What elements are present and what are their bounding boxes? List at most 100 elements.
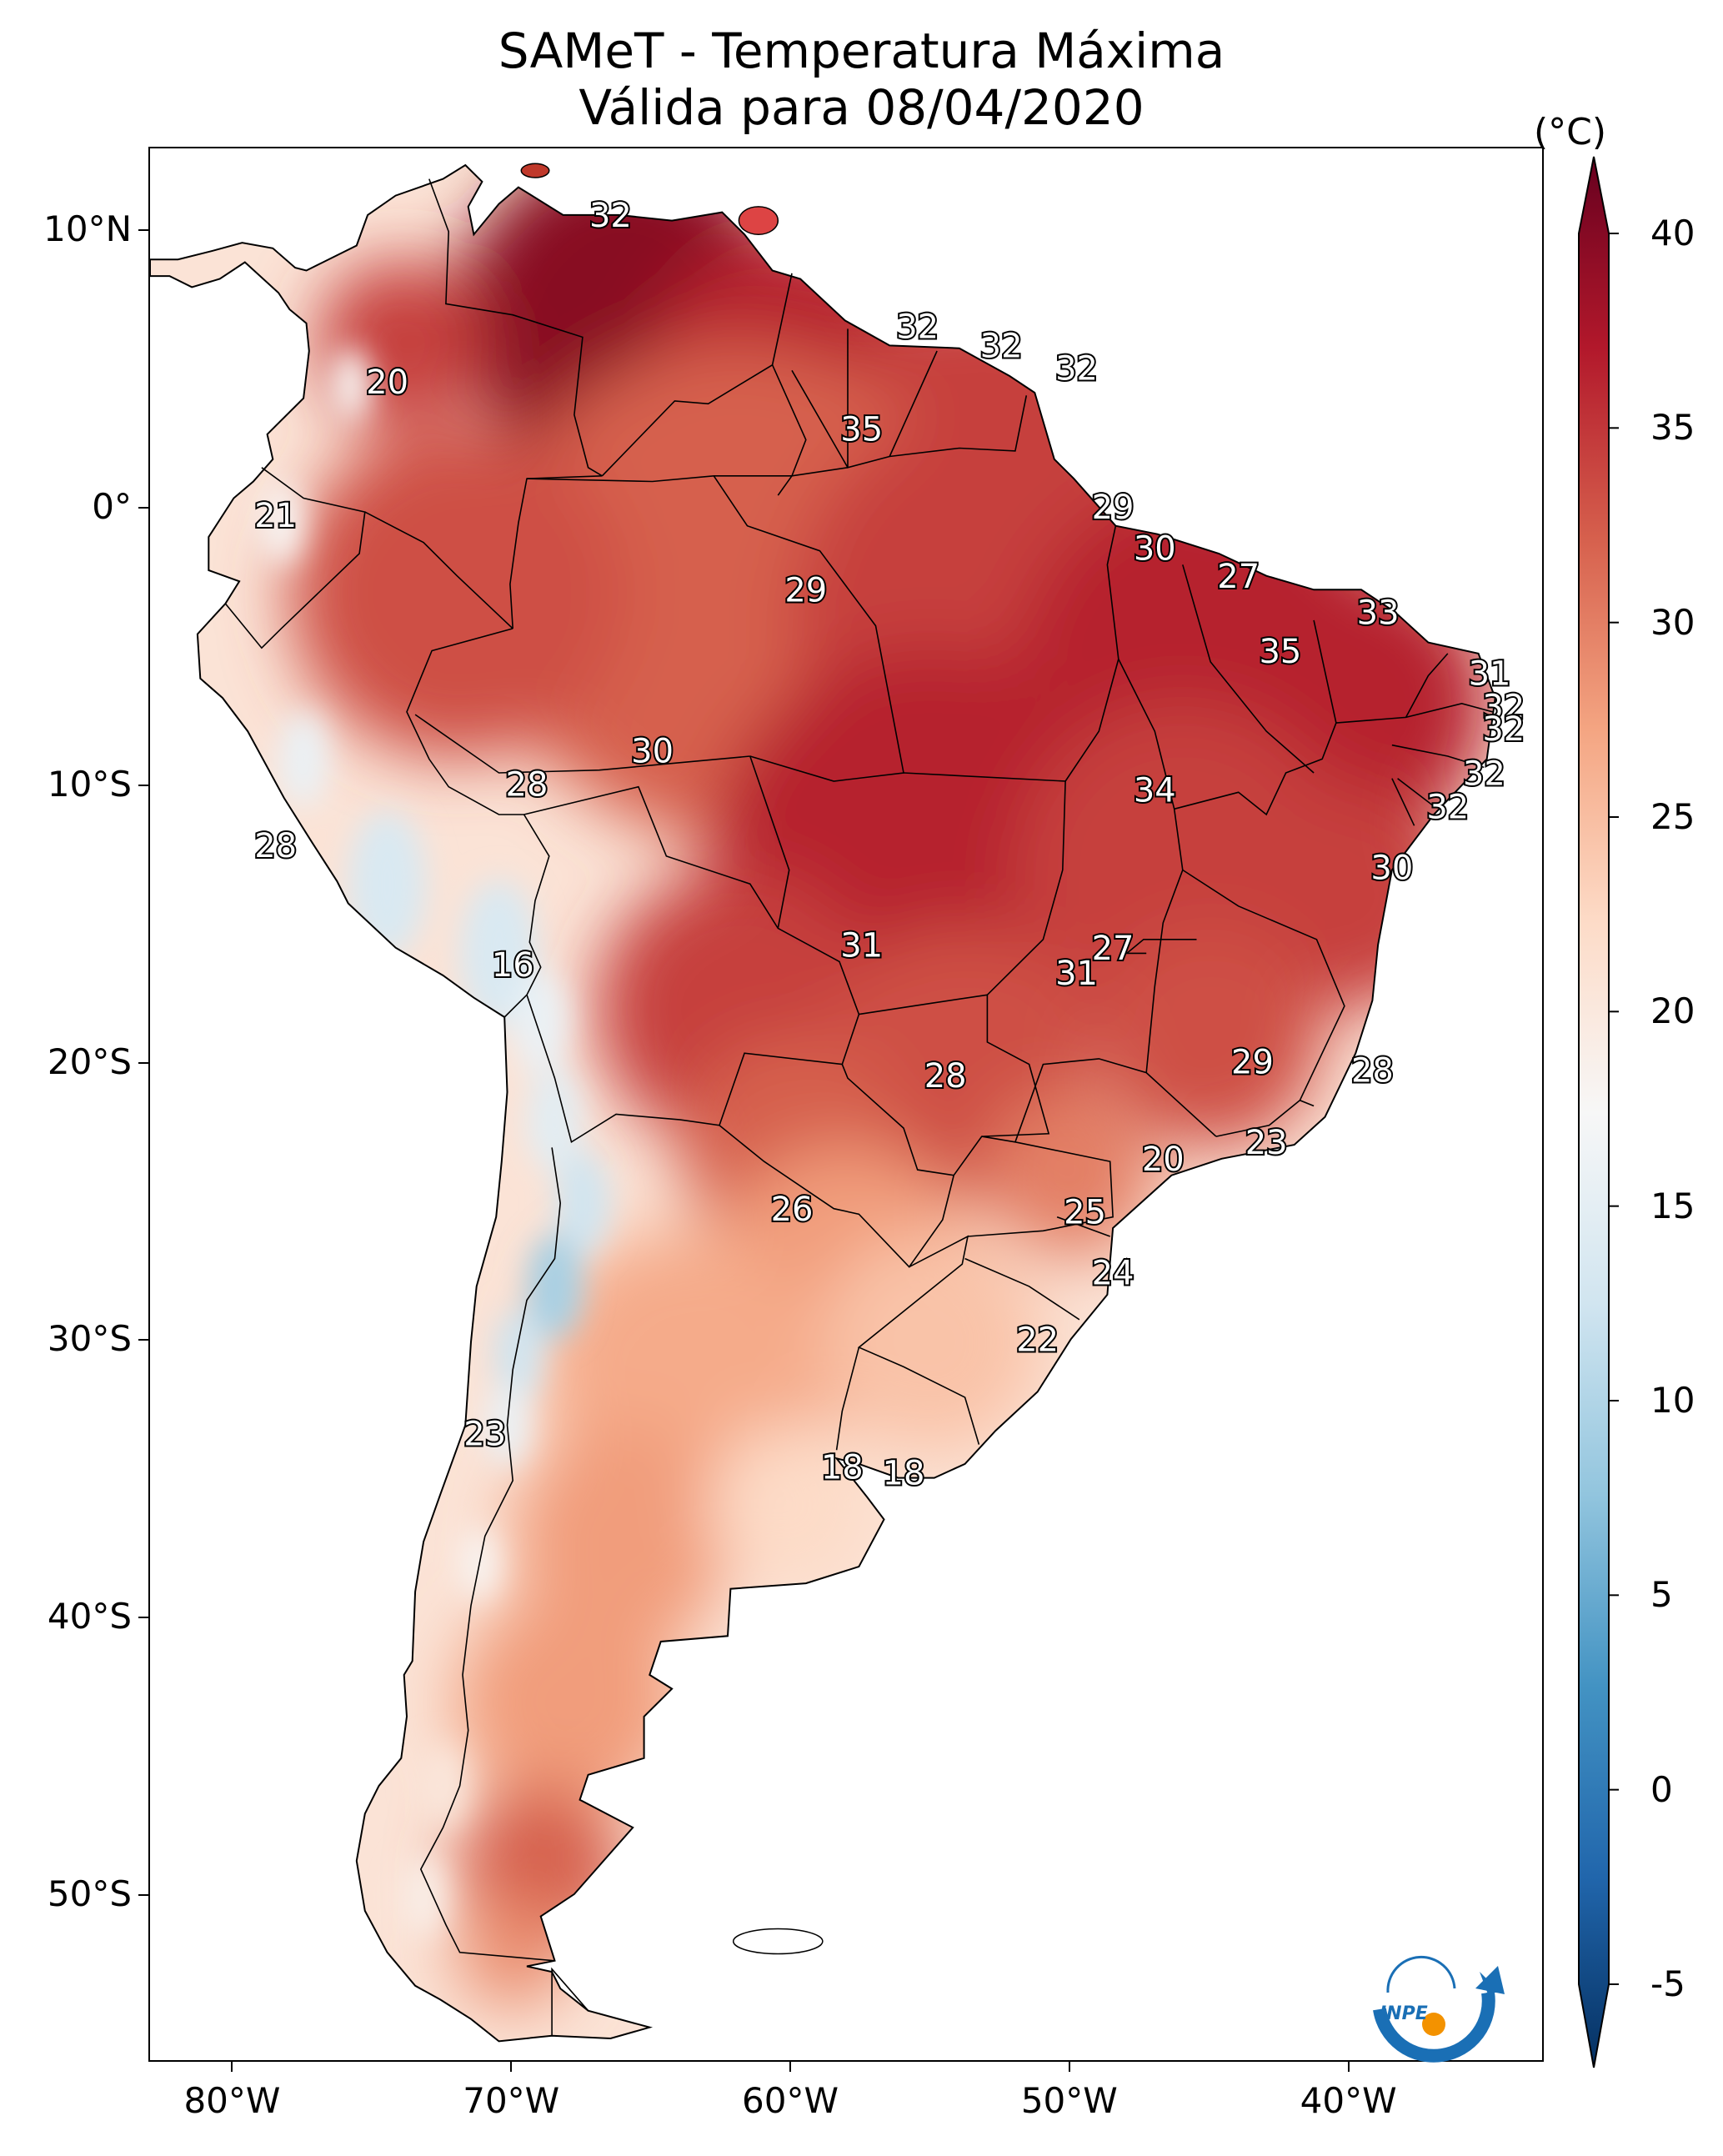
latitude-tick-label: 10°S bbox=[47, 763, 132, 805]
colorbar-tick-label: 35 bbox=[1650, 407, 1695, 449]
colorbar-unit: (°C) bbox=[1534, 111, 1607, 153]
island bbox=[520, 163, 550, 178]
longitude-tick-mark bbox=[789, 2062, 792, 2072]
temperature-label: 30 bbox=[631, 733, 674, 771]
map-frame: 32 32 32 32 35 20 21 29 30 29 27 33 35 31 32 32 32 32 34 30… bbox=[148, 147, 1544, 2062]
country-border bbox=[859, 994, 988, 1015]
latitude-tick-label: 10°N bbox=[43, 208, 132, 249]
temperature-label: 18 bbox=[821, 1449, 864, 1487]
country-border bbox=[791, 369, 1028, 469]
inpe-logo: INPE bbox=[1373, 1956, 1505, 2063]
country-border bbox=[749, 755, 790, 929]
latitude-tick-label: 30°S bbox=[47, 1318, 132, 1360]
temperature-label: 31 bbox=[840, 927, 883, 965]
country-border bbox=[771, 364, 807, 496]
temperature-label: 18 bbox=[883, 1454, 925, 1492]
country-border bbox=[903, 772, 1066, 1176]
country-border bbox=[1405, 702, 1493, 719]
colorbar-tick-label: 30 bbox=[1650, 601, 1695, 643]
temperature-label: 28 bbox=[506, 766, 548, 805]
map-title-line2: Válida para 08/04/2020 bbox=[579, 79, 1144, 136]
colorbar-tick-label: 0 bbox=[1650, 1768, 1673, 1810]
country-border bbox=[835, 1346, 860, 1451]
country-border bbox=[414, 714, 750, 774]
temperature-label: 31 bbox=[1055, 955, 1098, 993]
map-title-line1: SAMeT - Temperatura Máxima bbox=[498, 23, 1225, 79]
colorbar-tick-label: 20 bbox=[1650, 990, 1695, 1032]
country-border bbox=[889, 350, 938, 457]
country-border bbox=[1182, 869, 1345, 1107]
country-border bbox=[1215, 1100, 1300, 1137]
latitude-tick-label: 50°S bbox=[47, 1873, 132, 1915]
temperature-label: 26 bbox=[771, 1191, 814, 1229]
temperature-label: 20 bbox=[1142, 1141, 1185, 1179]
temperature-label: 32 bbox=[1482, 710, 1525, 749]
country-border bbox=[1064, 659, 1119, 782]
latitude-tick-label: 40°S bbox=[47, 1596, 132, 1637]
temperature-label: 27 bbox=[1092, 930, 1134, 968]
longitude-tick-label: 70°W bbox=[463, 2080, 560, 2121]
country-border bbox=[526, 995, 843, 1144]
colorbar bbox=[1578, 156, 1619, 2068]
country-border bbox=[1056, 1216, 1110, 1237]
latitude-tick-label: 0° bbox=[92, 485, 132, 527]
country-border bbox=[1182, 564, 1315, 774]
longitude-tick-label: 80°W bbox=[183, 2080, 281, 2121]
island bbox=[738, 206, 779, 235]
country-border bbox=[428, 178, 603, 477]
country-border bbox=[523, 785, 860, 1065]
temperature-label: 34 bbox=[1134, 771, 1176, 810]
country-border bbox=[364, 511, 513, 629]
temperature-label: 29 bbox=[1092, 489, 1134, 527]
latitude-tick-mark bbox=[138, 228, 148, 231]
latitude-tick-label: 20°S bbox=[47, 1040, 132, 1082]
country-border bbox=[719, 1125, 954, 1268]
longitude-tick-mark bbox=[1068, 2062, 1070, 2072]
country-border bbox=[1335, 653, 1449, 724]
temperature-label: 22 bbox=[1016, 1321, 1059, 1359]
country-border bbox=[419, 1147, 562, 1962]
temperature-label: 16 bbox=[492, 946, 534, 985]
island bbox=[732, 1928, 824, 1955]
country-border bbox=[713, 475, 904, 782]
temperature-label: 23 bbox=[463, 1416, 506, 1454]
country-border bbox=[509, 475, 603, 629]
colorbar-tick-label: 25 bbox=[1650, 796, 1695, 837]
temperature-label: 28 bbox=[1351, 1052, 1394, 1091]
temperature-label: 35 bbox=[1259, 633, 1301, 671]
temperature-label: 20 bbox=[366, 364, 408, 402]
temperature-label: 32 bbox=[1055, 349, 1098, 388]
country-border bbox=[1391, 778, 1415, 826]
longitude-tick-label: 50°W bbox=[1020, 2080, 1118, 2121]
country-border bbox=[1397, 778, 1435, 807]
longitude-tick-label: 60°W bbox=[742, 2080, 839, 2121]
longitude-tick-mark bbox=[231, 2062, 233, 2072]
country-border bbox=[964, 1257, 1080, 1321]
longitude-tick-mark bbox=[510, 2062, 513, 2072]
temperature-label: 21 bbox=[254, 497, 297, 535]
temperature-label: 29 bbox=[1231, 1044, 1274, 1082]
colorbar-tick-label: 5 bbox=[1650, 1574, 1673, 1616]
temperature-label: 33 bbox=[1357, 594, 1400, 632]
temperature-label: 24 bbox=[1092, 1255, 1134, 1293]
temperature-label: 27 bbox=[1217, 558, 1260, 596]
temperature-label: 32 bbox=[1463, 755, 1505, 793]
temperature-label: 35 bbox=[840, 411, 883, 449]
colorbar-tick-label: 40 bbox=[1650, 213, 1695, 253]
country-border bbox=[406, 628, 524, 815]
colorbar-tick-label: -5 bbox=[1650, 1963, 1685, 2004]
latitude-tick-mark bbox=[138, 1617, 148, 1619]
colorbar-tick-label: 10 bbox=[1650, 1380, 1695, 1421]
country-border bbox=[967, 1136, 1114, 1237]
longitude-tick-mark bbox=[1347, 2062, 1350, 2072]
inpe-logo-text: INPE bbox=[1380, 2003, 1428, 2024]
latitude-tick-mark bbox=[138, 784, 148, 786]
latitude-tick-mark bbox=[138, 1339, 148, 1341]
latitude-tick-mark bbox=[138, 506, 148, 509]
temperature-label: 30 bbox=[1370, 850, 1413, 888]
country-border bbox=[224, 467, 366, 649]
temperature-label: 29 bbox=[784, 572, 827, 610]
temperature-label: 28 bbox=[254, 827, 297, 865]
country-border bbox=[601, 273, 793, 477]
